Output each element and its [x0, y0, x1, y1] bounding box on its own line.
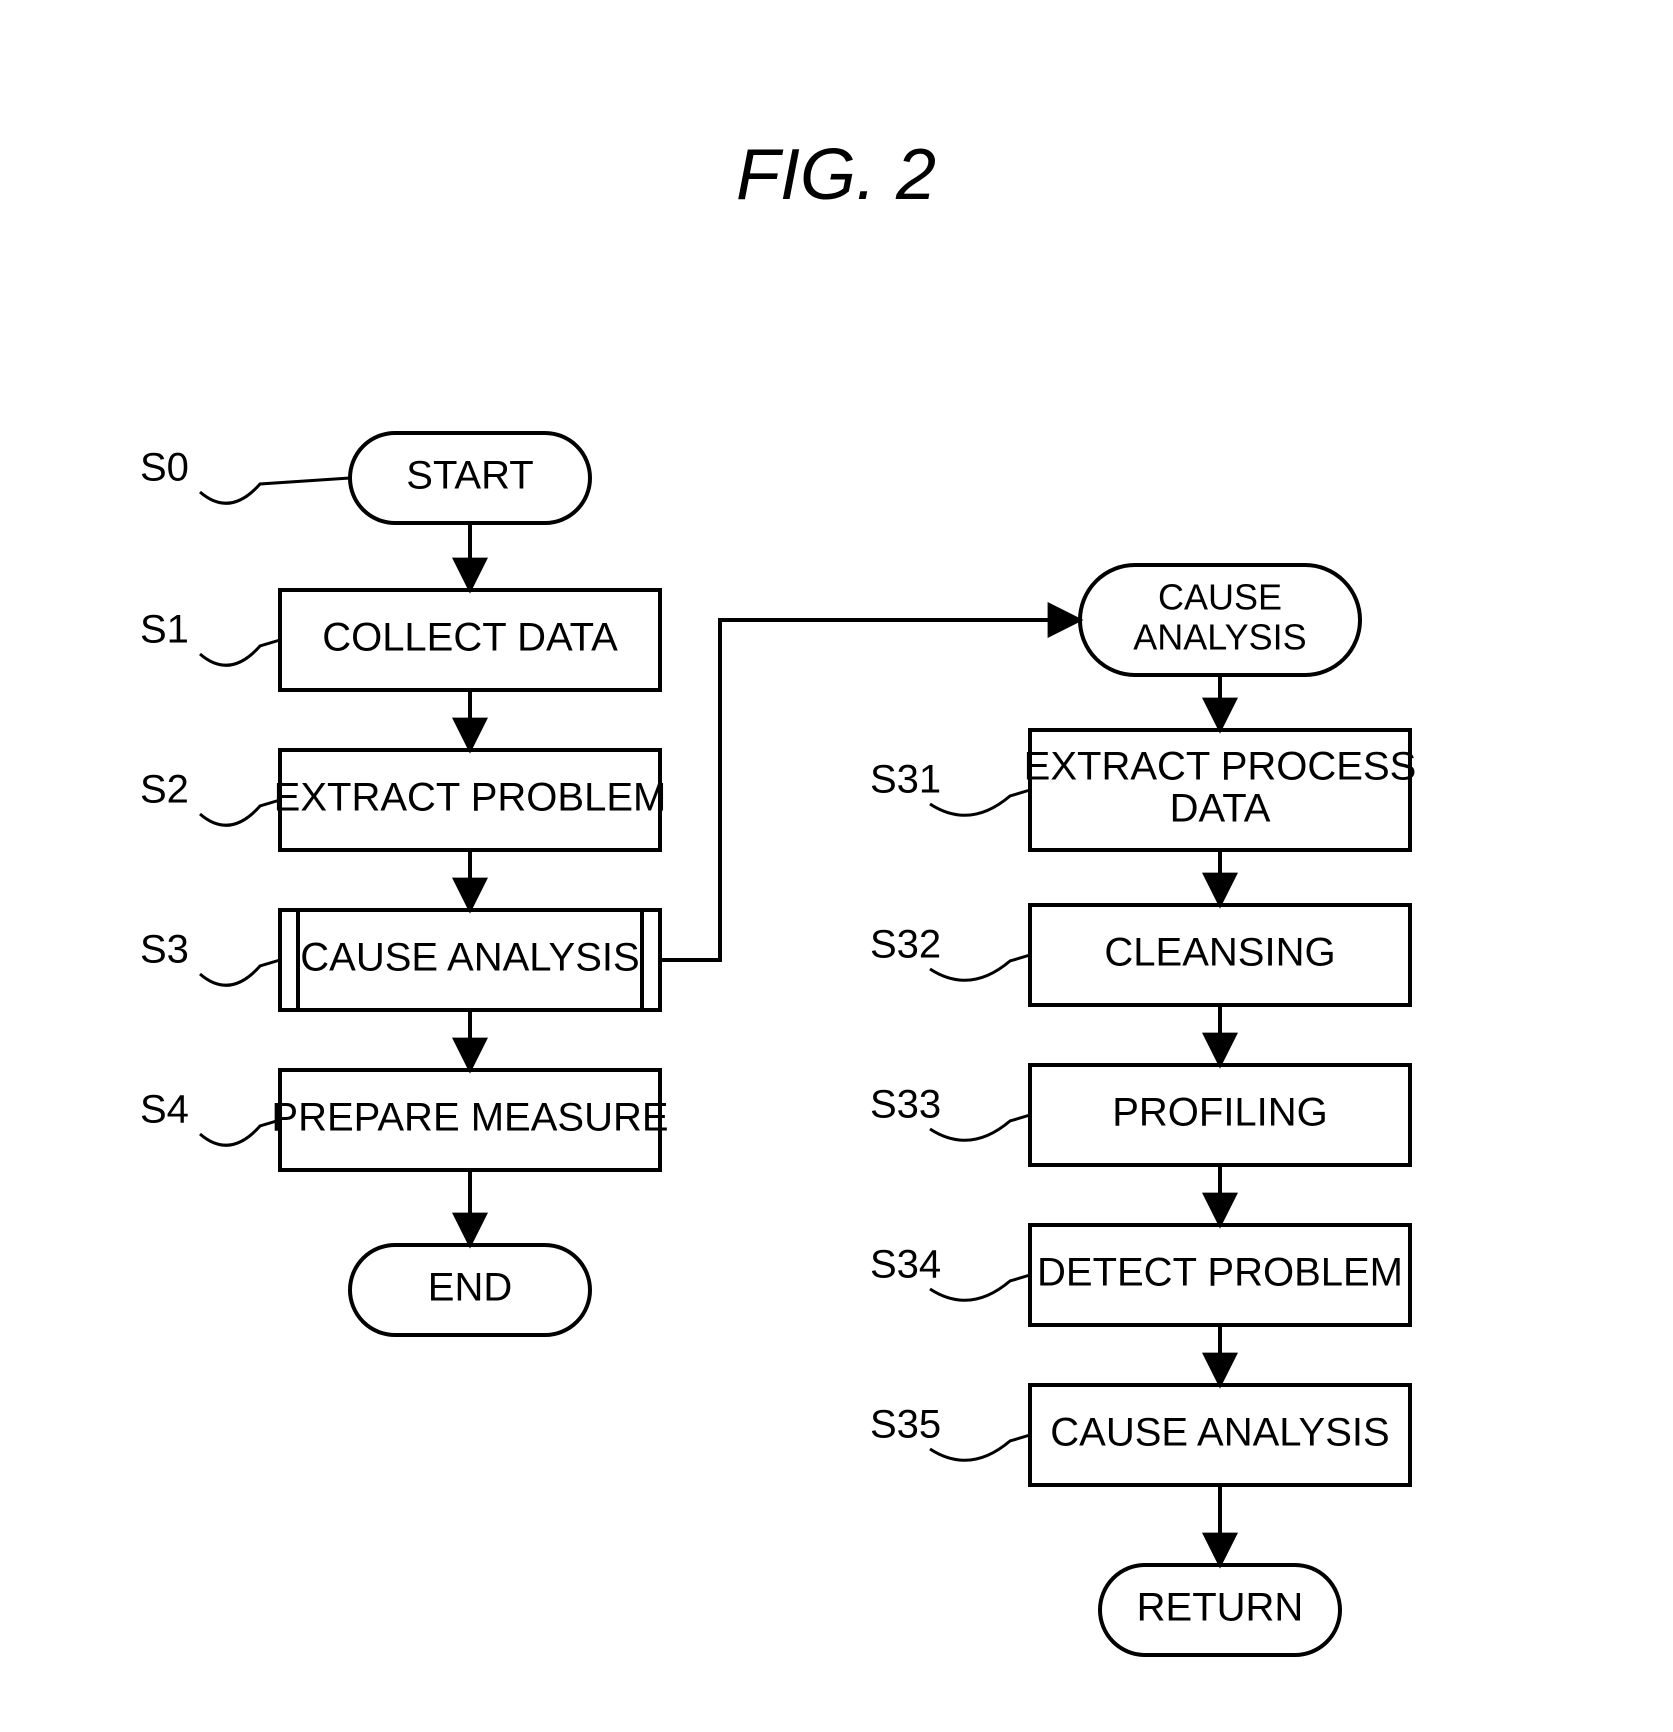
svg-text:RETURN: RETURN: [1137, 1586, 1304, 1630]
svg-text:PREPARE MEASURE: PREPARE MEASURE: [271, 1096, 668, 1140]
label-lead-line: [200, 1120, 280, 1145]
step-label: S33: [870, 1083, 941, 1127]
step-label: S2: [140, 768, 189, 812]
step-label: S34: [870, 1243, 941, 1287]
label-lead-line: [930, 955, 1030, 980]
step-label: S4: [140, 1088, 189, 1132]
step-label: S31: [870, 758, 941, 802]
svg-text:EXTRACT PROBLEM: EXTRACT PROBLEM: [274, 776, 667, 820]
label-lead-line: [200, 640, 280, 665]
svg-text:END: END: [428, 1266, 512, 1310]
step-label: S35: [870, 1403, 941, 1447]
step-label: S1: [140, 608, 189, 652]
svg-text:EXTRACT PROCESS: EXTRACT PROCESS: [1024, 745, 1417, 789]
svg-text:CLEANSING: CLEANSING: [1104, 931, 1335, 975]
step-label: S32: [870, 923, 941, 967]
step-label: S0: [140, 446, 189, 490]
label-lead-line: [200, 960, 280, 985]
svg-text:CAUSE: CAUSE: [1158, 577, 1282, 618]
label-lead-line: [930, 1115, 1030, 1140]
figure-title: FIG. 2: [736, 135, 936, 215]
svg-text:DETECT PROBLEM: DETECT PROBLEM: [1037, 1251, 1403, 1295]
svg-text:CAUSE ANALYSIS: CAUSE ANALYSIS: [300, 936, 639, 980]
svg-text:ANALYSIS: ANALYSIS: [1133, 617, 1306, 658]
label-lead-line: [930, 790, 1030, 815]
svg-text:PROFILING: PROFILING: [1112, 1091, 1328, 1135]
svg-text:CAUSE ANALYSIS: CAUSE ANALYSIS: [1050, 1411, 1389, 1455]
label-lead-line: [930, 1435, 1030, 1460]
svg-text:COLLECT DATA: COLLECT DATA: [322, 616, 618, 660]
label-lead-line: [930, 1275, 1030, 1300]
svg-text:DATA: DATA: [1170, 787, 1271, 831]
svg-text:START: START: [406, 454, 533, 498]
label-lead-line: [200, 800, 280, 825]
label-lead-line: [200, 478, 350, 503]
step-label: S3: [140, 928, 189, 972]
